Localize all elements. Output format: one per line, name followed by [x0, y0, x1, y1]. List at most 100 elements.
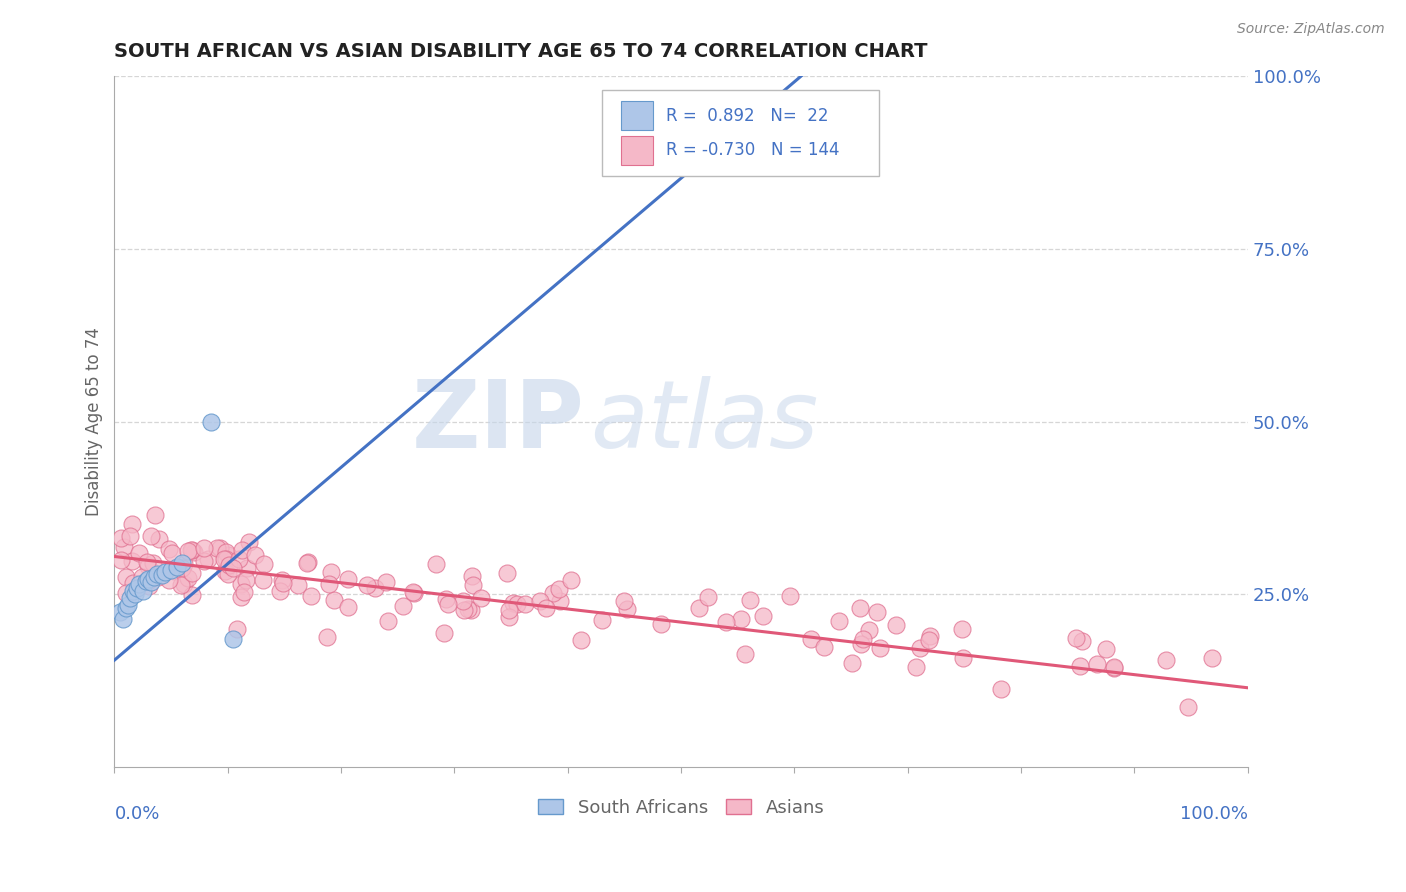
- Point: [425, 558, 447, 572]
- Text: R =  0.892   N=  22: R = 0.892 N= 22: [666, 107, 830, 125]
- Point: [177, 571, 200, 585]
- Point: [121, 554, 143, 568]
- Point: [498, 610, 520, 624]
- Point: [884, 618, 907, 632]
- Point: [318, 577, 340, 591]
- Point: [217, 566, 239, 581]
- Point: [139, 575, 162, 590]
- Point: [136, 559, 159, 574]
- Point: [193, 554, 215, 568]
- Point: [180, 566, 202, 581]
- Text: 100.0%: 100.0%: [1180, 805, 1249, 823]
- Point: [121, 517, 143, 532]
- Point: [114, 601, 136, 615]
- Point: [128, 546, 150, 560]
- Point: [950, 622, 973, 636]
- Point: [110, 531, 132, 545]
- Point: [160, 546, 183, 560]
- Point: [157, 541, 180, 556]
- Point: [112, 612, 135, 626]
- Point: [1064, 631, 1087, 645]
- Point: [170, 577, 193, 591]
- Point: [143, 570, 166, 584]
- Point: [121, 584, 143, 599]
- Point: [138, 579, 160, 593]
- Point: [271, 573, 294, 587]
- Point: [502, 596, 524, 610]
- Y-axis label: Disability Age 65 to 74: Disability Age 65 to 74: [86, 327, 103, 516]
- Point: [287, 578, 309, 592]
- Point: [337, 572, 360, 586]
- Point: [155, 566, 177, 580]
- Point: [569, 632, 592, 647]
- Point: [217, 549, 239, 563]
- Point: [243, 548, 266, 562]
- Point: [228, 551, 250, 566]
- Point: [110, 552, 132, 566]
- Point: [231, 590, 253, 604]
- Point: [918, 632, 941, 647]
- Point: [364, 581, 387, 595]
- Point: [200, 415, 222, 429]
- Point: [437, 597, 460, 611]
- Point: [218, 558, 240, 572]
- Point: [231, 577, 253, 591]
- FancyBboxPatch shape: [621, 136, 652, 165]
- Point: [613, 594, 636, 608]
- Point: [215, 552, 238, 566]
- Point: [163, 564, 186, 578]
- Point: [1154, 652, 1177, 666]
- Point: [114, 586, 136, 600]
- Point: [451, 594, 474, 608]
- Point: [952, 651, 974, 665]
- Point: [148, 532, 170, 546]
- Point: [496, 566, 519, 581]
- Point: [905, 660, 928, 674]
- Point: [858, 623, 880, 637]
- Point: [866, 605, 889, 619]
- Point: [356, 577, 378, 591]
- Point: [253, 557, 276, 571]
- Point: [135, 574, 157, 588]
- Point: [120, 591, 142, 605]
- Point: [460, 603, 482, 617]
- Text: 0.0%: 0.0%: [114, 805, 160, 823]
- Point: [716, 615, 738, 629]
- Point: [138, 572, 160, 586]
- Point: [402, 585, 425, 599]
- Point: [207, 541, 229, 556]
- Point: [920, 629, 942, 643]
- Point: [461, 577, 484, 591]
- Point: [222, 561, 245, 575]
- Point: [136, 574, 159, 588]
- Point: [591, 613, 613, 627]
- Point: [299, 590, 322, 604]
- Point: [1102, 661, 1125, 675]
- Point: [271, 575, 294, 590]
- Point: [233, 584, 256, 599]
- Point: [166, 559, 188, 574]
- Point: [548, 582, 571, 597]
- Point: [851, 637, 873, 651]
- Point: [534, 601, 557, 615]
- Point: [226, 622, 249, 636]
- Point: [150, 568, 173, 582]
- Point: [128, 577, 150, 591]
- Point: [172, 557, 194, 571]
- Point: [157, 573, 180, 587]
- Point: [1177, 699, 1199, 714]
- Point: [548, 593, 571, 607]
- Text: R = -0.730   N = 144: R = -0.730 N = 144: [666, 141, 839, 159]
- Point: [828, 614, 851, 628]
- Point: [751, 609, 773, 624]
- Point: [990, 682, 1012, 697]
- Point: [377, 614, 399, 628]
- Point: [1201, 650, 1223, 665]
- Point: [142, 556, 165, 570]
- Point: [560, 573, 582, 587]
- Point: [453, 603, 475, 617]
- Point: [1102, 660, 1125, 674]
- Legend: South Africans, Asians: South Africans, Asians: [530, 791, 831, 824]
- Point: [173, 557, 195, 571]
- Point: [236, 561, 259, 575]
